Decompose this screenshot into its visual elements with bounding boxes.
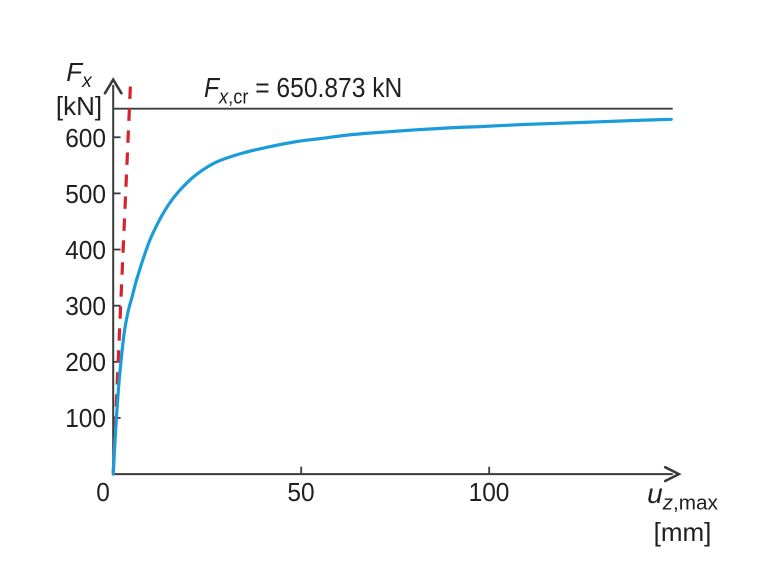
x-axis-label: uz,max [mm] <box>647 478 719 548</box>
y-axis-unit: [kN] <box>55 91 103 121</box>
x-tick-label: 50 <box>287 477 315 508</box>
x-axis-symbol: uz,max <box>647 478 718 515</box>
x-tick-label: 100 <box>468 477 510 508</box>
y-axis-arrow-icon <box>103 77 123 95</box>
y-tick-label: 300 <box>64 291 106 322</box>
y-tick-label: 500 <box>64 178 106 209</box>
load-deflection-curve <box>111 117 673 476</box>
y-tick-label: 100 <box>64 403 106 434</box>
y-tick-label: 600 <box>64 122 106 153</box>
x-tick-label: 0 <box>95 477 110 508</box>
critical-load-annotation: Fx,cr = 650.873 kN <box>204 71 403 108</box>
y-tick-label: 400 <box>64 235 106 266</box>
y-axis-symbol: Fx <box>66 57 92 93</box>
x-axis-unit: [mm] <box>653 517 712 547</box>
y-axis-label: Fx [kN] <box>40 57 118 123</box>
y-tick-label: 200 <box>64 347 106 378</box>
x-axis-arrow-icon <box>663 465 682 483</box>
